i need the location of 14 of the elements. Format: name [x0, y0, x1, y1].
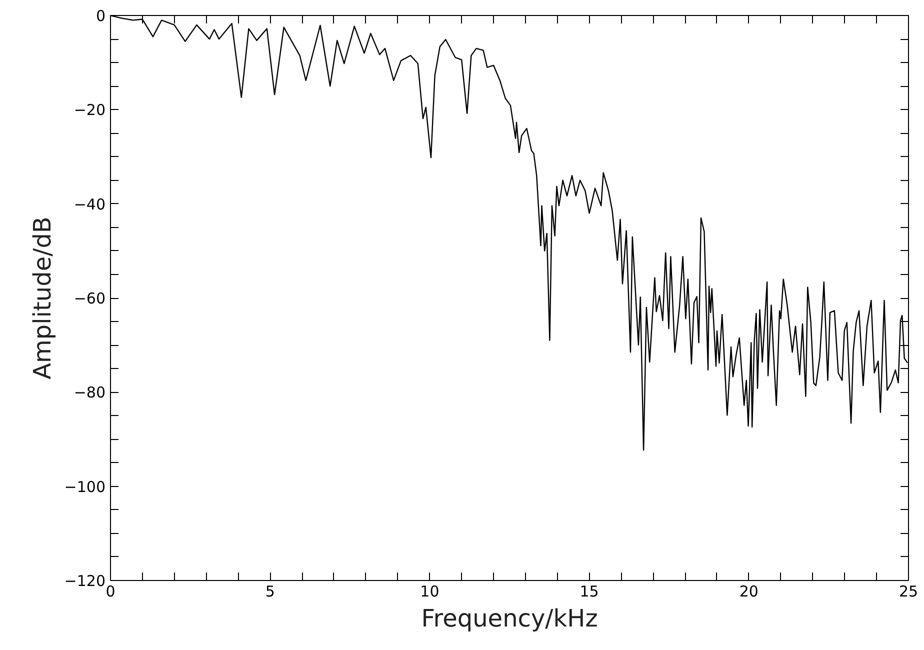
- y-tick-label: −40: [74, 195, 106, 214]
- x-tick-label: 5: [265, 582, 275, 600]
- y-tick-label: 0: [96, 7, 106, 25]
- x-tick-label: 25: [898, 582, 918, 600]
- x-tick-label: 10: [420, 582, 440, 600]
- x-tick-label: 20: [739, 582, 758, 600]
- x-axis-title: Frequency/kHz: [421, 604, 598, 632]
- y-tick-label: −120: [64, 572, 106, 590]
- y-axis-title: Amplitude/dB: [28, 216, 56, 380]
- y-tick-label: −80: [74, 384, 106, 402]
- y-tick-label: −60: [74, 290, 106, 308]
- y-tick-label: −100: [64, 478, 106, 496]
- x-tick-label: 15: [580, 582, 599, 600]
- y-tick-label: −20: [74, 101, 106, 120]
